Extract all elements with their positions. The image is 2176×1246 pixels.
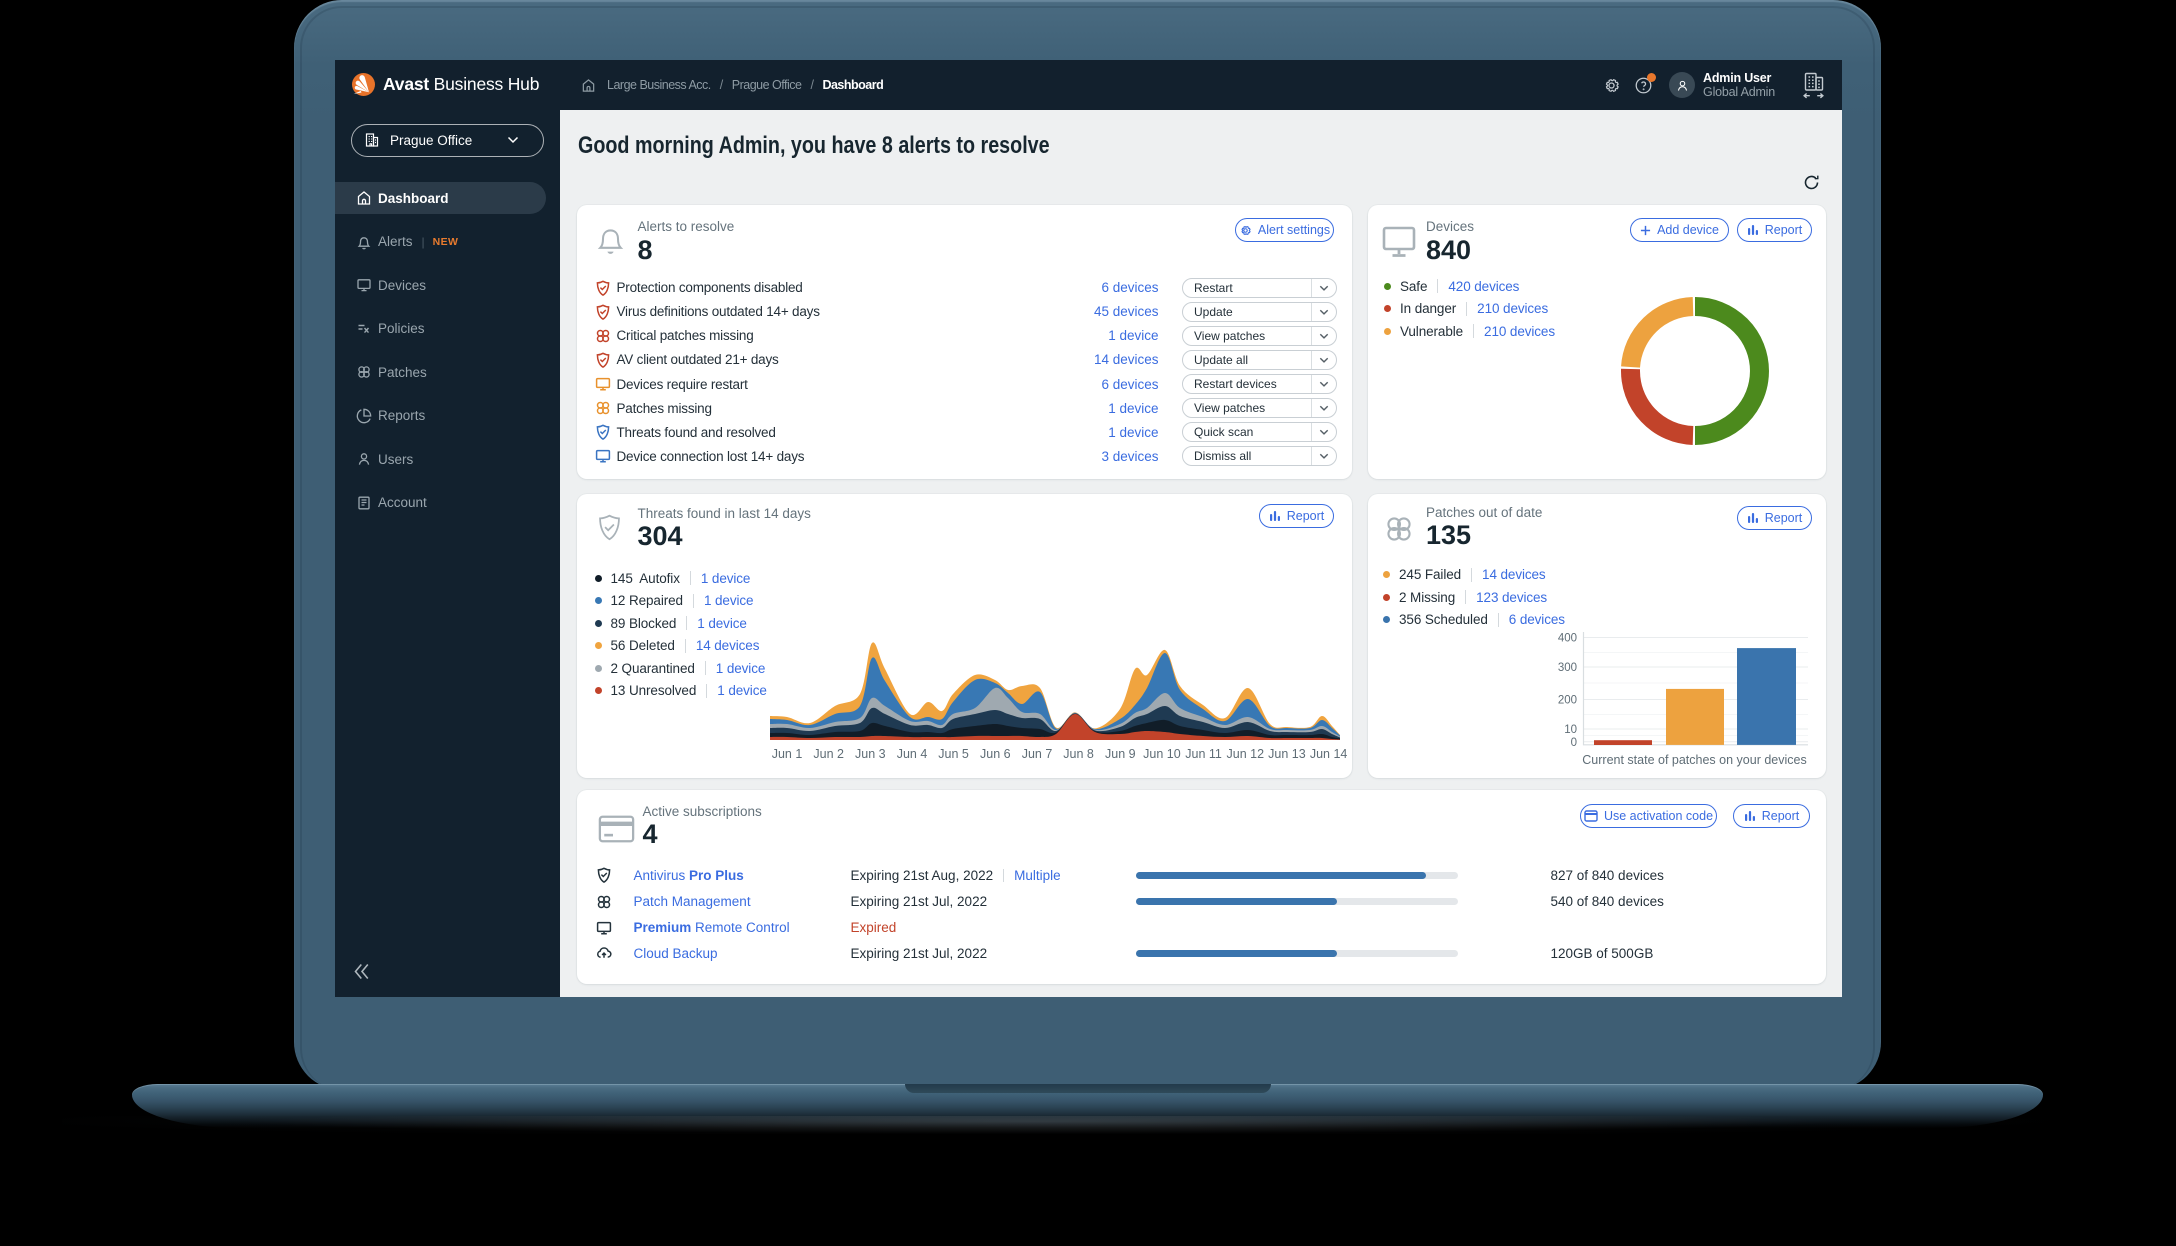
svg-text:Jun 13: Jun 13 bbox=[1268, 747, 1306, 761]
svg-text:400: 400 bbox=[1558, 632, 1577, 644]
svg-text:200: 200 bbox=[1558, 694, 1577, 706]
svg-text:Jun 9: Jun 9 bbox=[1105, 747, 1136, 761]
svg-text:10: 10 bbox=[1564, 724, 1577, 736]
svg-text:Jun 8: Jun 8 bbox=[1063, 747, 1094, 761]
svg-text:Jun 11: Jun 11 bbox=[1185, 747, 1222, 761]
svg-text:Jun 2: Jun 2 bbox=[813, 747, 844, 761]
svg-text:Jun 14: Jun 14 bbox=[1310, 747, 1348, 761]
svg-text:Jun 4: Jun 4 bbox=[897, 747, 928, 761]
svg-text:Jun 12: Jun 12 bbox=[1227, 747, 1265, 761]
svg-text:Jun 1: Jun 1 bbox=[772, 747, 803, 761]
svg-text:Jun 10: Jun 10 bbox=[1143, 747, 1181, 761]
svg-text:Jun 6: Jun 6 bbox=[980, 747, 1011, 761]
svg-text:Jun 3: Jun 3 bbox=[855, 747, 886, 761]
svg-text:Current state of patches on yo: Current state of patches on your devices bbox=[1582, 753, 1806, 767]
svg-text:300: 300 bbox=[1558, 662, 1577, 674]
svg-text:Jun 7: Jun 7 bbox=[1022, 747, 1053, 761]
svg-text:Jun 5: Jun 5 bbox=[938, 747, 969, 761]
svg-text:0: 0 bbox=[1571, 737, 1577, 749]
